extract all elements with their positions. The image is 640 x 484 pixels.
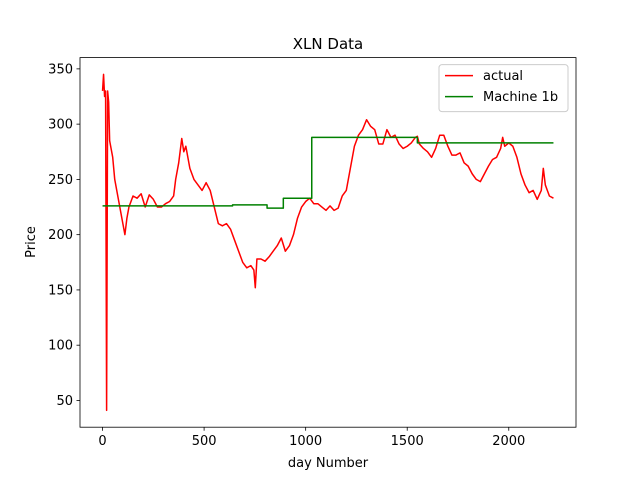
x-tick-label: 1500 xyxy=(391,434,424,449)
x-axis-label: day Number xyxy=(288,456,369,471)
plot-frame xyxy=(79,57,577,428)
y-tick-label: 50 xyxy=(56,394,73,409)
y-tick-label: 150 xyxy=(48,283,73,298)
series-line xyxy=(101,73,554,412)
x-tick-label: 1000 xyxy=(289,434,322,449)
y-tick-label: 100 xyxy=(48,339,73,354)
y-tick-label: 300 xyxy=(48,118,73,133)
x-tick-label: 0 xyxy=(98,434,106,449)
y-tick-label: 250 xyxy=(48,173,73,188)
y-axis-label: Price xyxy=(24,226,39,258)
legend-label: Machine 1b xyxy=(483,90,558,105)
legend-label: actual xyxy=(483,69,523,84)
chart-title: XLN Data xyxy=(293,35,363,53)
y-tick-label: 200 xyxy=(48,228,73,243)
y-tick-label: 350 xyxy=(48,62,73,77)
x-tick-label: 500 xyxy=(192,434,217,449)
series-line xyxy=(102,136,554,209)
x-tick-label: 2000 xyxy=(492,434,525,449)
